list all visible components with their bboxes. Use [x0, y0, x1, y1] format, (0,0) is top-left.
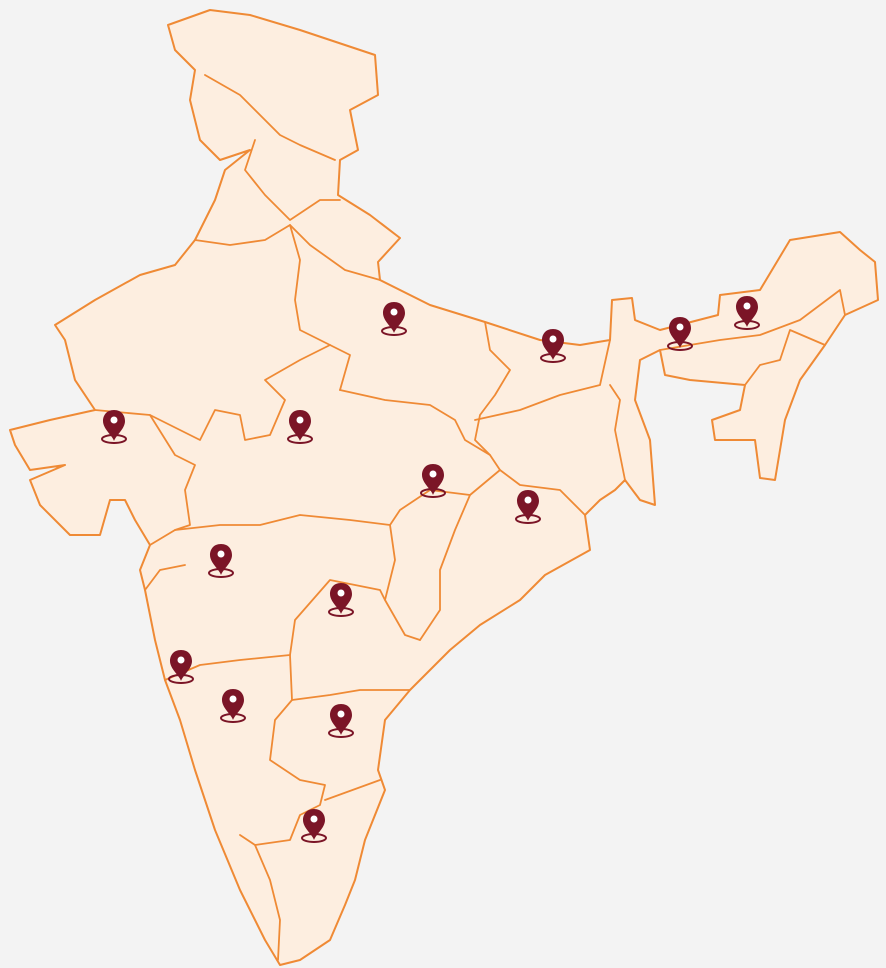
state-border [474, 339, 611, 421]
state-border [289, 224, 381, 281]
state-border [204, 74, 336, 161]
state-border [419, 469, 586, 641]
state-border [244, 139, 341, 221]
state-border [289, 654, 411, 701]
state-border [744, 329, 826, 386]
state-border [174, 514, 421, 641]
state-border [609, 384, 626, 481]
state-border [144, 564, 386, 681]
state-border [149, 344, 331, 441]
state-borders [94, 74, 846, 961]
state-border [194, 224, 351, 391]
state-border [254, 779, 381, 961]
state-border [239, 699, 326, 846]
state-border [474, 321, 511, 456]
country-outline [9, 9, 879, 966]
state-border [659, 289, 846, 351]
